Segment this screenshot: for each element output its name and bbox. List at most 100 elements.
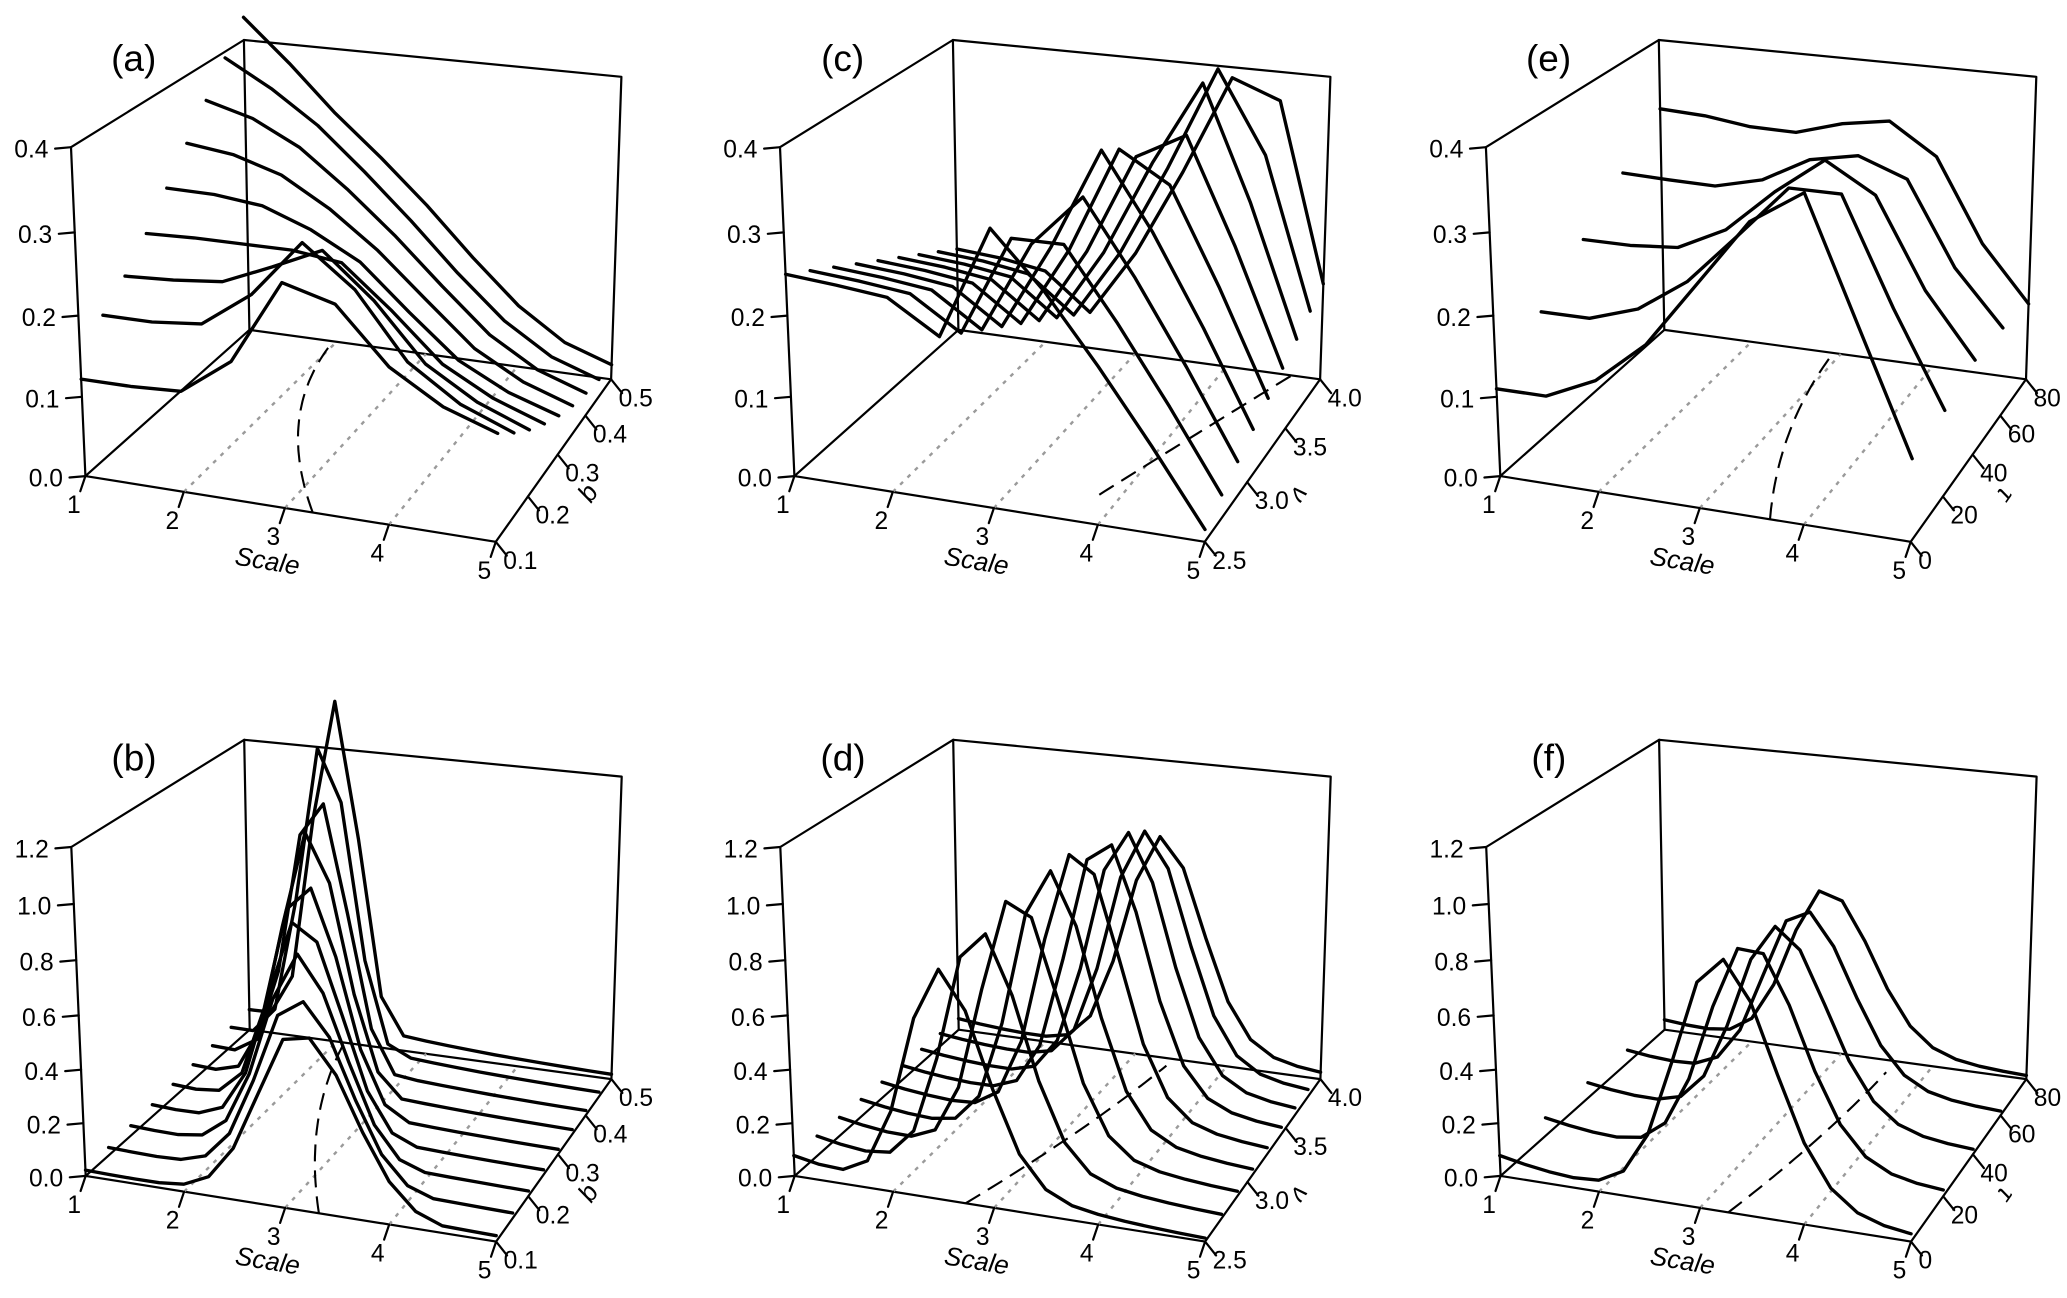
svg-text:0.5: 0.5 (619, 385, 653, 412)
svg-text:1.2: 1.2 (724, 837, 758, 864)
svg-text:3: 3 (267, 524, 281, 551)
svg-text:0.4: 0.4 (733, 1059, 767, 1086)
svg-text:0.4: 0.4 (14, 137, 48, 164)
svg-text:(e): (e) (1526, 38, 1571, 79)
svg-text:1.2: 1.2 (15, 837, 49, 864)
svg-text:4.0: 4.0 (1328, 1085, 1362, 1112)
svg-text:0.2: 0.2 (22, 305, 56, 332)
svg-text:4: 4 (1786, 1241, 1800, 1268)
svg-text:2: 2 (874, 508, 888, 535)
svg-text:3.0: 3.0 (1255, 488, 1289, 515)
svg-text:0.0: 0.0 (29, 466, 63, 493)
svg-text:0.2: 0.2 (27, 1113, 61, 1140)
svg-text:0.0: 0.0 (29, 1165, 63, 1192)
svg-text:0.1: 0.1 (1440, 386, 1474, 413)
svg-text:0.4: 0.4 (593, 1121, 627, 1148)
svg-text:1.0: 1.0 (726, 894, 760, 921)
svg-text:80: 80 (2034, 385, 2061, 412)
svg-text:2: 2 (1580, 508, 1594, 535)
svg-text:2: 2 (166, 1208, 180, 1235)
svg-text:5: 5 (1893, 1258, 1907, 1285)
svg-text:4: 4 (371, 541, 385, 568)
svg-text:0.2: 0.2 (736, 1113, 770, 1140)
svg-text:0.3: 0.3 (1433, 222, 1467, 249)
svg-text:40: 40 (1980, 461, 2007, 488)
svg-text:(b): (b) (111, 738, 156, 779)
svg-text:2.5: 2.5 (1212, 548, 1246, 575)
svg-text:1: 1 (67, 492, 81, 519)
svg-text:1.0: 1.0 (17, 894, 51, 921)
svg-text:2: 2 (165, 508, 179, 535)
svg-text:1.0: 1.0 (1432, 894, 1466, 921)
svg-text:0.3: 0.3 (727, 222, 761, 249)
svg-text:5: 5 (1187, 1258, 1201, 1285)
svg-text:0.4: 0.4 (593, 422, 627, 449)
svg-text:0.6: 0.6 (731, 1005, 765, 1032)
svg-text:0.2: 0.2 (1442, 1113, 1476, 1140)
svg-text:0.1: 0.1 (734, 386, 768, 413)
svg-text:40: 40 (1980, 1160, 2007, 1187)
svg-text:0.4: 0.4 (1429, 137, 1463, 164)
svg-text:1: 1 (1482, 492, 1496, 519)
svg-text:0.4: 0.4 (1439, 1059, 1473, 1086)
svg-text:3.5: 3.5 (1293, 1134, 1327, 1161)
svg-text:0.1: 0.1 (504, 1248, 538, 1275)
svg-text:0.5: 0.5 (619, 1085, 653, 1112)
svg-text:0.4: 0.4 (24, 1059, 58, 1086)
svg-text:0.0: 0.0 (738, 466, 772, 493)
svg-text:5: 5 (1186, 558, 1200, 585)
svg-text:0.8: 0.8 (1434, 950, 1468, 977)
svg-text:0.1: 0.1 (503, 548, 537, 575)
svg-text:0.0: 0.0 (1444, 466, 1478, 493)
svg-text:1: 1 (776, 1192, 790, 1219)
svg-text:(c): (c) (821, 38, 864, 79)
svg-text:0.4: 0.4 (723, 137, 757, 164)
svg-text:20: 20 (1950, 503, 1977, 530)
svg-text:0.2: 0.2 (536, 1202, 570, 1229)
svg-text:4: 4 (1080, 1241, 1094, 1268)
svg-text:0.3: 0.3 (565, 461, 599, 488)
svg-text:0.0: 0.0 (1444, 1165, 1478, 1192)
svg-text:0.8: 0.8 (728, 950, 762, 977)
svg-text:5: 5 (478, 1258, 492, 1285)
svg-text:3: 3 (976, 1224, 990, 1251)
svg-text:1.2: 1.2 (1429, 837, 1463, 864)
svg-text:1: 1 (776, 492, 790, 519)
svg-text:0: 0 (1919, 1248, 1933, 1275)
svg-text:1: 1 (67, 1192, 81, 1219)
svg-text:(a): (a) (111, 38, 156, 79)
svg-text:0.3: 0.3 (566, 1160, 600, 1187)
svg-text:0.1: 0.1 (25, 386, 59, 413)
svg-text:0.0: 0.0 (738, 1165, 772, 1192)
svg-text:5: 5 (1892, 558, 1906, 585)
svg-text:0.6: 0.6 (22, 1005, 56, 1032)
svg-text:3: 3 (1682, 1224, 1696, 1251)
svg-text:5: 5 (477, 558, 491, 585)
svg-text:60: 60 (2008, 422, 2035, 449)
svg-text:0.2: 0.2 (1437, 305, 1471, 332)
svg-text:20: 20 (1951, 1202, 1978, 1229)
svg-text:3.5: 3.5 (1293, 434, 1327, 461)
svg-text:0.6: 0.6 (1437, 1005, 1471, 1032)
svg-text:3: 3 (1681, 524, 1695, 551)
svg-text:2.5: 2.5 (1213, 1248, 1247, 1275)
svg-text:1: 1 (1482, 1192, 1496, 1219)
svg-text:4: 4 (1785, 541, 1799, 568)
svg-text:60: 60 (2008, 1121, 2035, 1148)
svg-text:0.3: 0.3 (18, 222, 52, 249)
svg-text:3.0: 3.0 (1255, 1188, 1289, 1215)
svg-text:80: 80 (2034, 1085, 2061, 1112)
svg-text:0: 0 (1918, 548, 1932, 575)
svg-text:2: 2 (875, 1208, 889, 1235)
svg-text:0.2: 0.2 (731, 305, 765, 332)
svg-text:4: 4 (1080, 541, 1094, 568)
svg-text:3: 3 (267, 1224, 281, 1251)
svg-text:(d): (d) (820, 738, 865, 779)
svg-text:2: 2 (1581, 1208, 1595, 1235)
svg-text:4: 4 (371, 1241, 385, 1268)
svg-text:(f): (f) (1531, 738, 1566, 779)
svg-text:0.2: 0.2 (536, 503, 570, 530)
svg-text:0.8: 0.8 (19, 950, 53, 977)
svg-text:3: 3 (976, 524, 990, 551)
svg-text:4.0: 4.0 (1328, 385, 1362, 412)
